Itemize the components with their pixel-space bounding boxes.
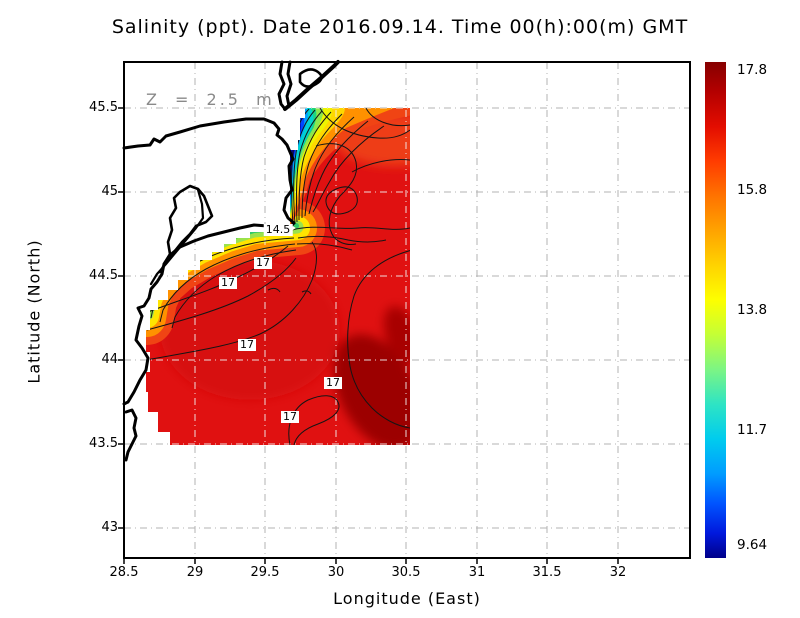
x-tick-29-5: 29.5	[250, 565, 280, 580]
x-tick-29: 29	[186, 565, 204, 580]
colorbar-label-2: 15.8	[737, 182, 768, 198]
x-tick-28-5: 28.5	[109, 565, 139, 580]
contour-label-14-5: 14.5	[263, 223, 293, 236]
y-axis-label: Latitude (North)	[24, 239, 44, 384]
y-tick-45: 45	[101, 184, 118, 199]
x-tick-32: 32	[609, 565, 627, 580]
y-tick-44-5: 44.5	[89, 268, 118, 283]
depth-annotation: Z = 2.5 m	[146, 90, 275, 109]
y-tick-45-5: 45.5	[89, 100, 118, 115]
colorbar-label-3: 13.8	[737, 302, 768, 318]
y-tick-43: 43	[101, 520, 118, 535]
colorbar-label-min: 9.64	[737, 537, 768, 553]
x-tick-31-5: 31.5	[532, 565, 562, 580]
contour-label-17-e: 17	[281, 410, 299, 423]
contour-label-17-d: 17	[324, 376, 342, 389]
plot-frame	[118, 61, 691, 564]
x-tick-30: 30	[327, 565, 345, 580]
y-tick-44: 44	[101, 352, 118, 367]
y-tick-43-5: 43.5	[89, 436, 118, 451]
plot-title: Salinity (ppt). Date 2016.09.14. Time 00…	[111, 16, 689, 38]
x-axis-label: Longitude (East)	[333, 589, 481, 608]
contour-label-17-a: 17	[254, 256, 272, 269]
x-tick-31: 31	[468, 565, 486, 580]
colorbar	[705, 62, 726, 558]
contour-label-17-b: 17	[219, 276, 237, 289]
colorbar-label-4: 11.7	[737, 422, 768, 438]
x-tick-30-5: 30.5	[391, 565, 421, 580]
salinity-field	[146, 108, 410, 445]
contour-label-17-c: 17	[238, 338, 256, 351]
colorbar-label-max: 17.8	[737, 62, 768, 78]
